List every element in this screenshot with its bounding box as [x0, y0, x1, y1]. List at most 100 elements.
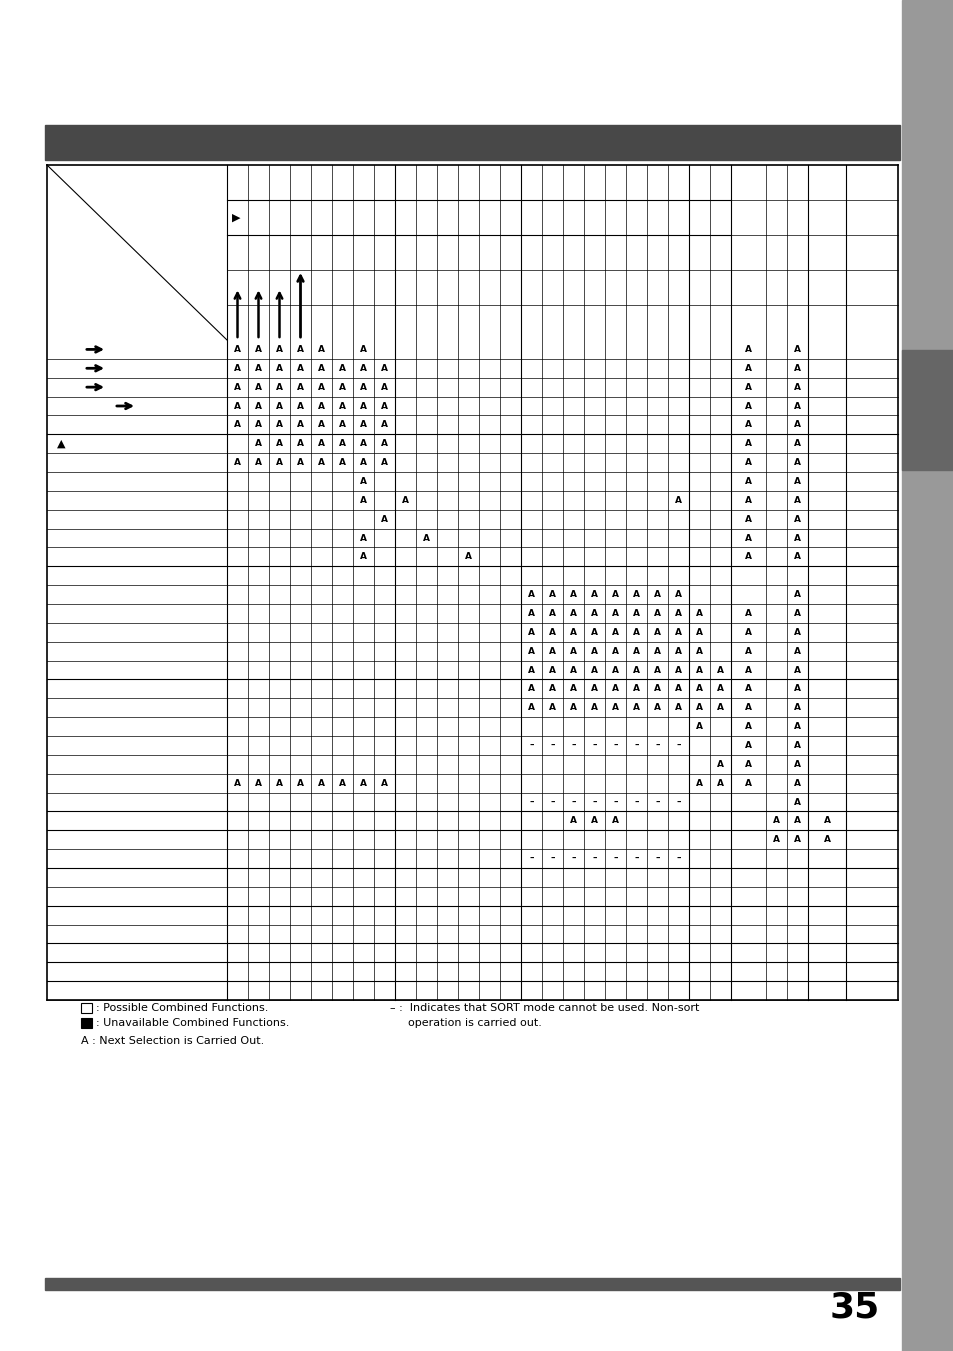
Text: –: – [655, 740, 659, 750]
Text: A: A [380, 778, 388, 788]
Text: A: A [654, 685, 660, 693]
Text: –: – [676, 854, 680, 863]
Text: A: A [696, 778, 702, 788]
Text: A: A [675, 609, 681, 617]
Text: A: A [275, 363, 283, 373]
Bar [81, 1019, 91, 1028]
Text: A: A [317, 345, 325, 354]
Text: A: A [548, 590, 556, 598]
Text: A: A [793, 647, 801, 655]
Text: A: A [380, 515, 388, 524]
Text: A: A [317, 458, 325, 467]
Text: A: A [612, 590, 618, 598]
Text: A: A [612, 685, 618, 693]
Text: A: A [359, 553, 367, 562]
Text: A: A [548, 628, 556, 636]
Text: A: A [527, 685, 535, 693]
Text: A: A [254, 439, 262, 449]
Text: A: A [359, 363, 367, 373]
Text: A: A [793, 628, 801, 636]
Text: A: A [275, 458, 283, 467]
Text: A: A [527, 647, 535, 655]
Text: A: A [654, 628, 660, 636]
Text: A: A [675, 496, 681, 505]
Text: A: A [744, 666, 751, 674]
Text: –: – [613, 797, 618, 807]
Text: –: – [655, 797, 659, 807]
Text: A: A [254, 778, 262, 788]
Text: A: A [296, 439, 304, 449]
Text: A: A [793, 704, 801, 712]
Text: A: A [296, 363, 304, 373]
Text: A: A [548, 704, 556, 712]
Text: –: – [550, 740, 554, 750]
Text: A: A [744, 420, 751, 430]
Text: A: A [338, 778, 346, 788]
Text: A: A [527, 609, 535, 617]
Text: A: A [590, 704, 598, 712]
Text: A: A [317, 420, 325, 430]
Text: –: – [592, 740, 597, 750]
Text: A: A [296, 420, 304, 430]
Text: A: A [569, 647, 577, 655]
Text: A: A [464, 553, 472, 562]
Text: A: A [717, 778, 723, 788]
Text: –: – [571, 797, 576, 807]
Text: 35: 35 [829, 1292, 879, 1325]
Text: A: A [296, 345, 304, 354]
Bar [901, 0, 953, 1351]
Text: A: A [793, 515, 801, 524]
Text: A: A [744, 382, 751, 392]
Text: A: A [744, 458, 751, 467]
Text: A: A [296, 401, 304, 411]
Text: A: A [359, 496, 367, 505]
Text: –: – [613, 854, 618, 863]
Text: A: A [793, 740, 801, 750]
Text: A: A [717, 704, 723, 712]
Text: A: A [793, 759, 801, 769]
Text: A: A [696, 685, 702, 693]
Text: A: A [696, 721, 702, 731]
Text: –: – [529, 740, 533, 750]
Text: A: A [254, 382, 262, 392]
Text: A: A [233, 401, 241, 411]
Text: A: A [254, 363, 262, 373]
Text: A: A [822, 816, 830, 825]
Text: A: A [254, 420, 262, 430]
Text: A: A [696, 704, 702, 712]
Text: A: A [548, 685, 556, 693]
Text: A: A [590, 628, 598, 636]
Text: A: A [675, 685, 681, 693]
Text: A: A [744, 553, 751, 562]
Text: A: A [612, 666, 618, 674]
Text: A: A [793, 778, 801, 788]
Text: A: A [380, 439, 388, 449]
Bar [45, 1278, 899, 1290]
Text: A: A [338, 458, 346, 467]
Text: A: A [793, 721, 801, 731]
Text: A: A [772, 835, 780, 844]
Text: A: A [744, 647, 751, 655]
Text: A: A [359, 420, 367, 430]
Text: –: – [571, 854, 576, 863]
Text: A: A [654, 609, 660, 617]
Text: ▲: ▲ [57, 439, 66, 449]
Text: A: A [744, 704, 751, 712]
Text: A: A [548, 666, 556, 674]
Text: –: – [655, 854, 659, 863]
Text: A: A [793, 553, 801, 562]
Text: –: – [634, 797, 639, 807]
Text: –: – [634, 854, 639, 863]
Text: A: A [744, 740, 751, 750]
Text: A: A [569, 609, 577, 617]
Text: A: A [275, 401, 283, 411]
Text: A: A [233, 420, 241, 430]
Text: A: A [233, 363, 241, 373]
Text: A: A [254, 401, 262, 411]
Text: A: A [590, 590, 598, 598]
Text: : Unavailable Combined Functions.: : Unavailable Combined Functions. [96, 1019, 289, 1028]
Text: A: A [744, 477, 751, 486]
Text: A: A [793, 797, 801, 807]
Text: A: A [793, 835, 801, 844]
Text: A: A [359, 458, 367, 467]
